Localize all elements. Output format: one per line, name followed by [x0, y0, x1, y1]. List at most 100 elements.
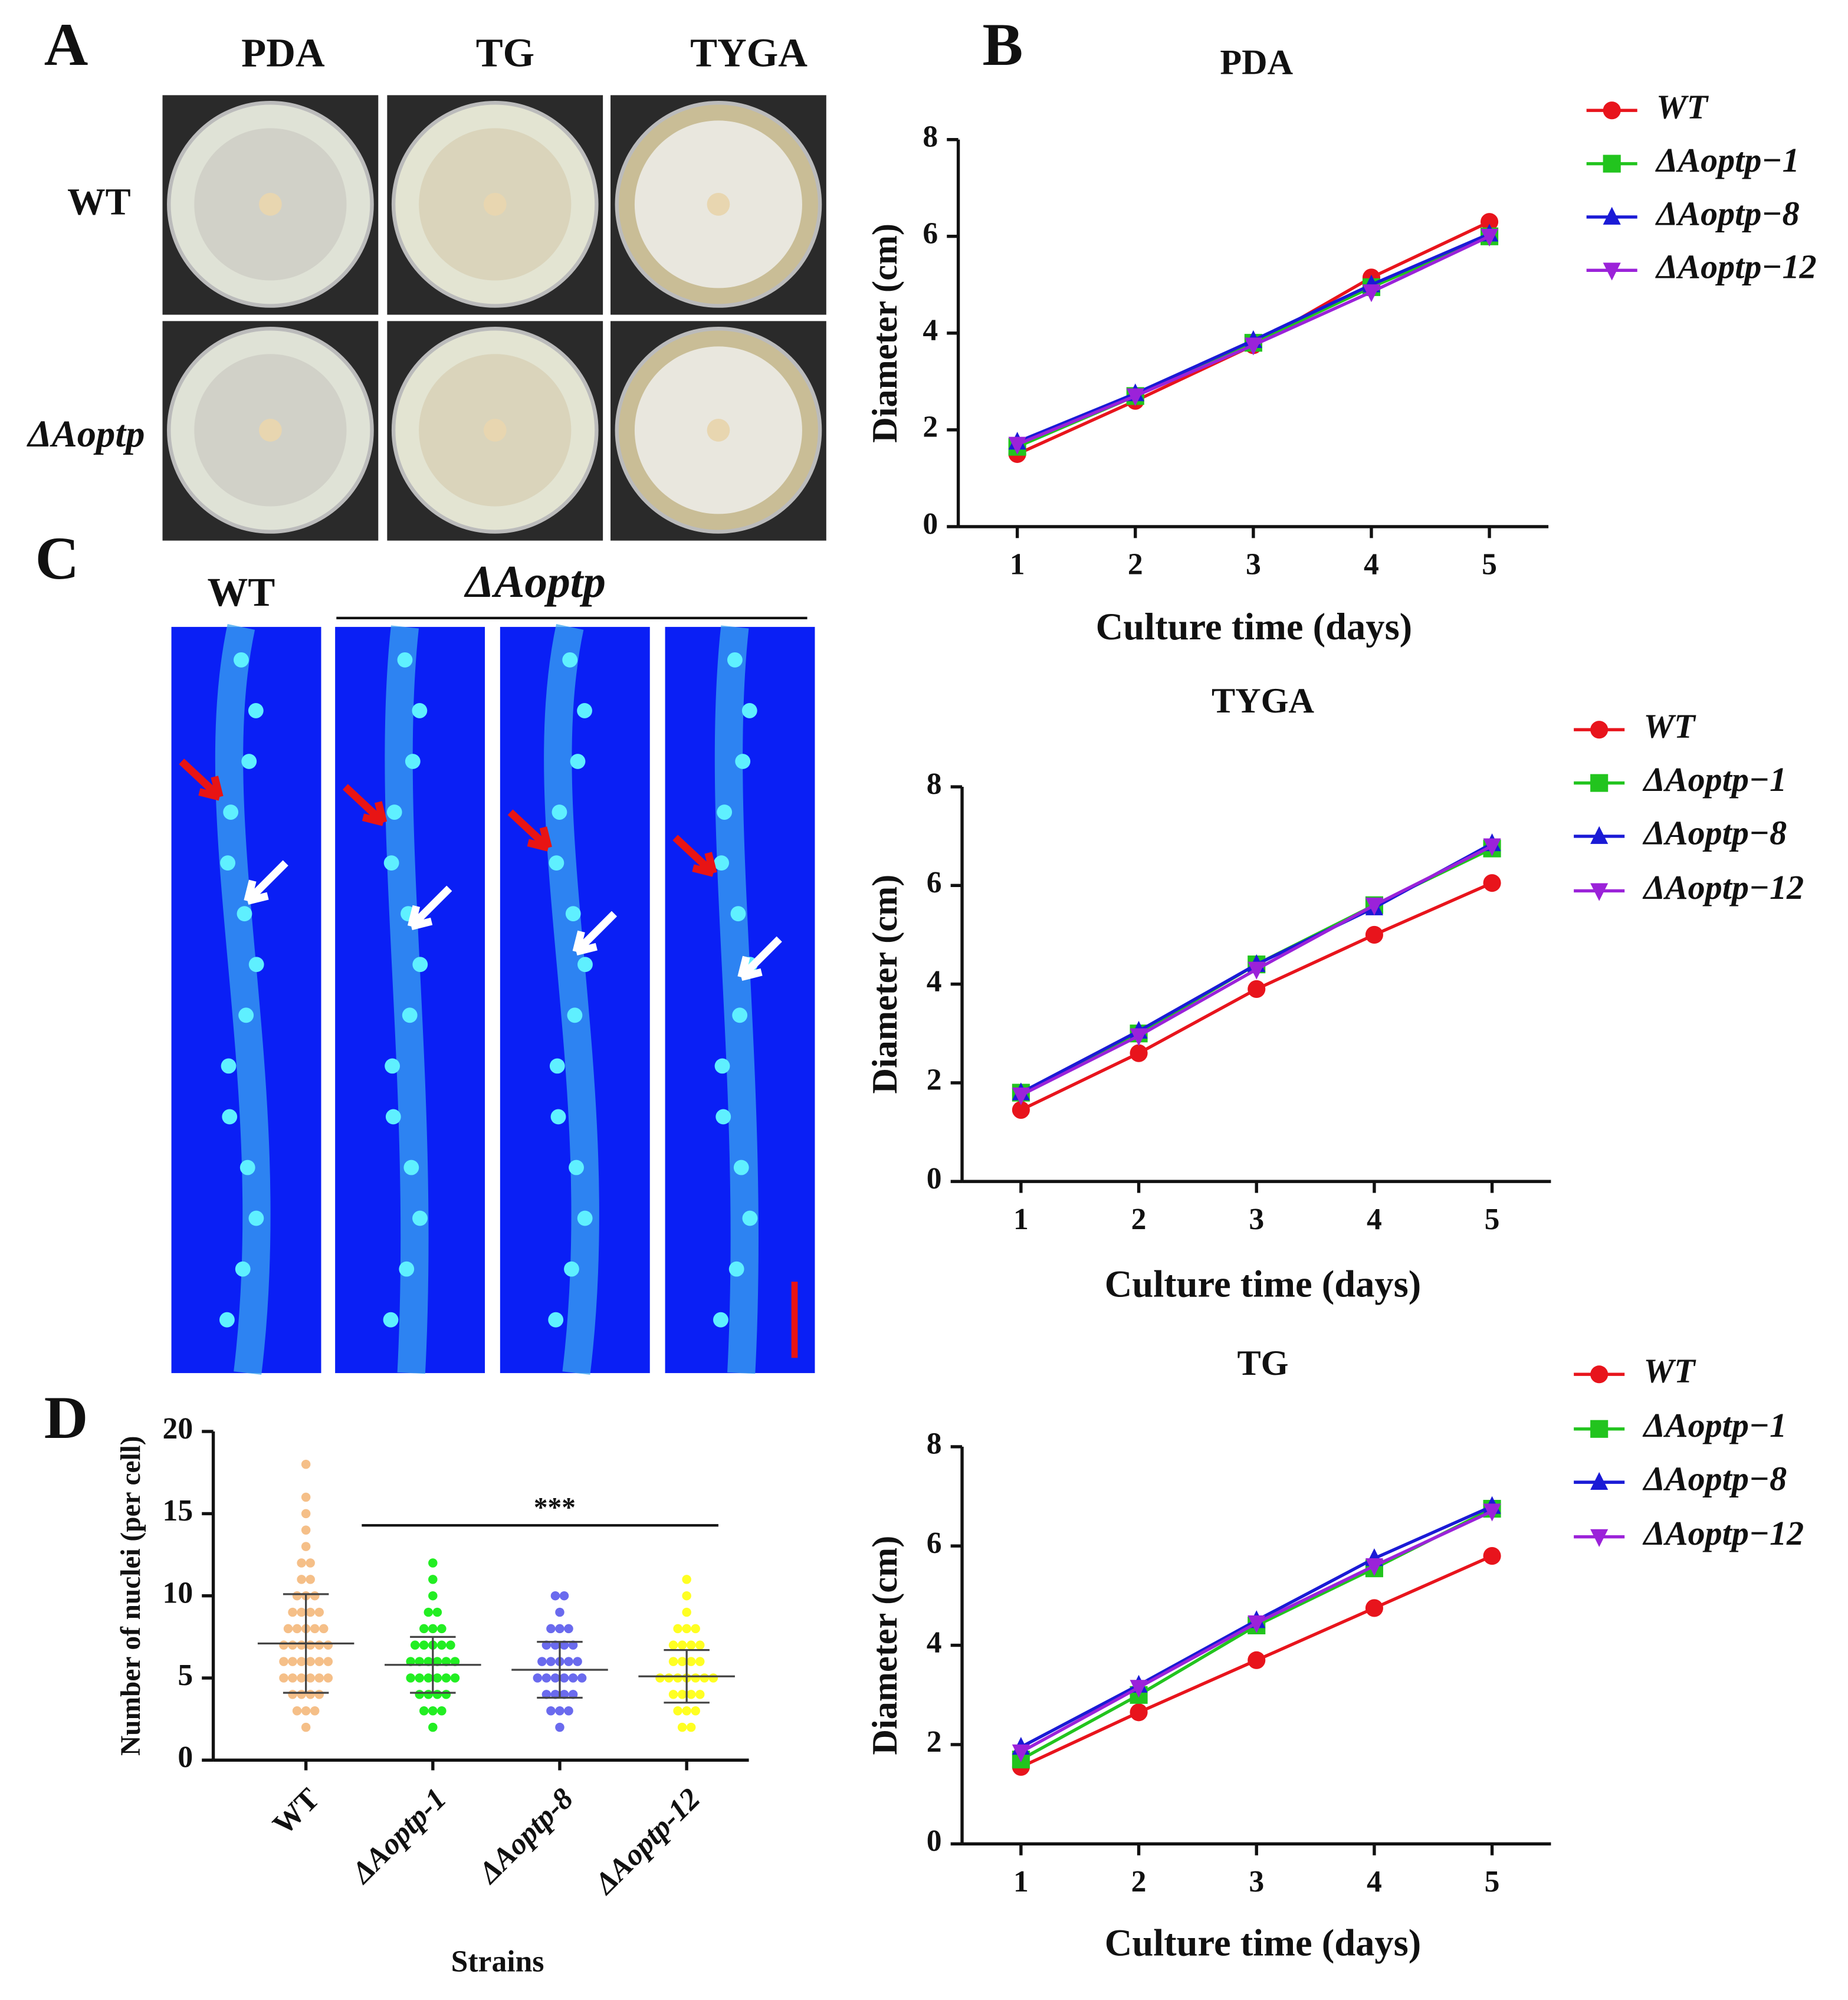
x-tick-label: ΔAoptp-8 — [471, 1782, 580, 1890]
dot — [573, 1657, 582, 1666]
panel-letter: D — [44, 1384, 88, 1451]
dot — [288, 1640, 297, 1650]
nucleus — [742, 1210, 758, 1226]
marker — [1244, 337, 1262, 356]
nucleus — [735, 754, 751, 769]
dot — [555, 1722, 564, 1732]
dot — [306, 1657, 315, 1666]
dot — [677, 1690, 687, 1699]
x-tick-label: 5 — [1485, 1865, 1500, 1899]
dot — [432, 1673, 442, 1683]
x-tick-label: ΔAoptp-1 — [344, 1782, 453, 1890]
nucleus — [402, 1007, 418, 1023]
hypha — [385, 625, 429, 1374]
y-tick-label: 0 — [927, 1824, 942, 1858]
red-arrow — [672, 835, 717, 877]
nucleus — [239, 1160, 255, 1175]
column-label: WT — [208, 570, 275, 615]
red-arrow — [342, 784, 388, 826]
x-tick-label: 2 — [1131, 1203, 1147, 1236]
dot — [564, 1657, 573, 1666]
x-tick-label: 5 — [1485, 1203, 1500, 1236]
nucleus — [220, 855, 236, 871]
marker — [1126, 388, 1144, 406]
dot — [314, 1640, 324, 1650]
nucleus — [569, 1160, 584, 1175]
y-tick-label: 10 — [163, 1577, 193, 1610]
nucleus — [221, 1058, 237, 1074]
annotation: *** — [534, 1492, 576, 1523]
dot — [559, 1673, 569, 1683]
dot — [682, 1706, 691, 1716]
dot — [297, 1607, 306, 1617]
nucleus — [385, 1058, 401, 1074]
red-arrow — [179, 758, 224, 801]
dot — [546, 1657, 556, 1666]
dot — [550, 1640, 560, 1650]
dot — [301, 1722, 311, 1732]
dot — [682, 1591, 691, 1601]
x-tick-label: 3 — [1249, 1203, 1264, 1236]
dot — [568, 1690, 578, 1699]
dot — [708, 1673, 718, 1683]
legend-label: ΔAoptp−8 — [1642, 813, 1787, 852]
x-axis-label: Culture time (days) — [1096, 605, 1413, 648]
x-tick-label: 1 — [1010, 548, 1025, 582]
legend-marker — [1590, 721, 1609, 739]
marker — [1012, 1101, 1030, 1119]
dot — [559, 1591, 569, 1601]
dot — [279, 1673, 288, 1683]
nucleus — [412, 1210, 428, 1226]
marker — [1012, 1087, 1030, 1106]
dot — [424, 1673, 434, 1683]
dot — [428, 1575, 438, 1584]
dot — [428, 1722, 438, 1732]
dot — [437, 1624, 447, 1634]
nucleus — [383, 855, 399, 871]
x-tick-label: 4 — [1367, 1203, 1382, 1236]
y-tick-label: 20 — [163, 1412, 193, 1446]
dot — [673, 1673, 682, 1683]
nucleus — [549, 1058, 565, 1074]
dot — [410, 1640, 420, 1650]
legend-label: ΔAoptp−1 — [1642, 760, 1787, 799]
dot — [432, 1690, 442, 1699]
dot — [288, 1673, 297, 1683]
nucleus — [562, 652, 578, 668]
marker — [1130, 1044, 1148, 1062]
x-tick-label: 4 — [1367, 1865, 1382, 1899]
x-tick-label: 4 — [1364, 548, 1379, 582]
dot — [310, 1591, 320, 1601]
white-arrow — [737, 936, 782, 981]
dot — [559, 1640, 569, 1650]
nucleus — [248, 1210, 264, 1226]
dot — [306, 1690, 315, 1699]
hypha — [544, 624, 599, 1375]
x-tick-label: 1 — [1013, 1865, 1029, 1899]
x-axis-label: Strains — [451, 1945, 544, 1979]
dot — [437, 1640, 447, 1650]
dot — [428, 1624, 438, 1634]
nucleus — [248, 703, 264, 718]
x-axis-label: Culture time (days) — [1105, 1921, 1422, 1963]
marker — [1483, 1547, 1501, 1565]
nucleus — [548, 1312, 564, 1328]
dot — [306, 1575, 315, 1584]
x-tick-label: 2 — [1128, 548, 1143, 582]
white-arrow — [244, 860, 288, 905]
dot — [450, 1673, 460, 1683]
legend-marker — [1590, 1365, 1609, 1384]
nucleus — [570, 754, 586, 769]
column-label: TG — [476, 31, 534, 75]
y-tick-label: 15 — [163, 1494, 193, 1528]
marker — [1365, 1558, 1383, 1577]
marker — [1362, 284, 1381, 303]
plug — [483, 419, 507, 442]
nucleus — [714, 1058, 730, 1074]
dot — [306, 1673, 315, 1683]
nucleus — [550, 1109, 566, 1125]
legend-marker — [1603, 262, 1621, 281]
white-arrow — [407, 885, 452, 930]
dot — [686, 1722, 696, 1732]
dot — [450, 1657, 460, 1666]
